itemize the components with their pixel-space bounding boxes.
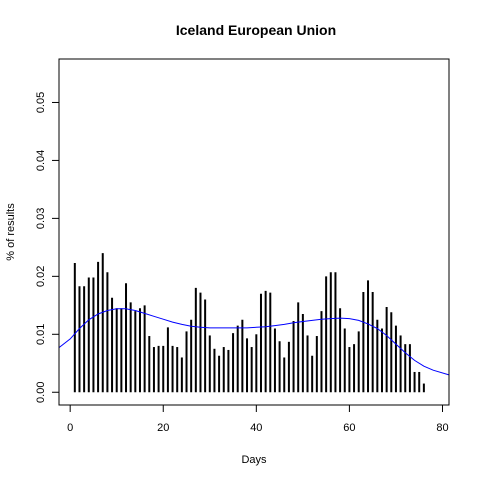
- y-tick-label-4: 0.04: [35, 150, 47, 171]
- y-tick-label-1: 0.01: [35, 324, 47, 345]
- x-tick-label-3: 60: [343, 422, 355, 434]
- x-axis-label: Days: [241, 454, 267, 466]
- x-tick-label-4: 80: [436, 422, 448, 434]
- smooth-curve: [58, 308, 450, 376]
- y-tick-label-3: 0.03: [35, 208, 47, 229]
- bar-series: [73, 253, 425, 393]
- x-tick-label-2: 40: [250, 422, 262, 434]
- y-tick-label-2: 0.02: [35, 266, 47, 287]
- chart-title: Iceland European Union: [176, 22, 336, 38]
- y-axis: 0.00 0.01 0.02 0.03 0.04 0.05: [35, 92, 59, 403]
- x-tick-label-0: 0: [67, 422, 73, 434]
- y-tick-label-5: 0.05: [35, 92, 47, 113]
- plot-box: [58, 58, 450, 406]
- y-axis-label: % of results: [5, 203, 17, 261]
- y-tick-label-0: 0.00: [35, 382, 47, 403]
- x-tick-label-1: 20: [157, 422, 169, 434]
- x-axis: 0 20 40 60 80: [67, 405, 449, 434]
- smooth-curve-layer: [58, 308, 450, 376]
